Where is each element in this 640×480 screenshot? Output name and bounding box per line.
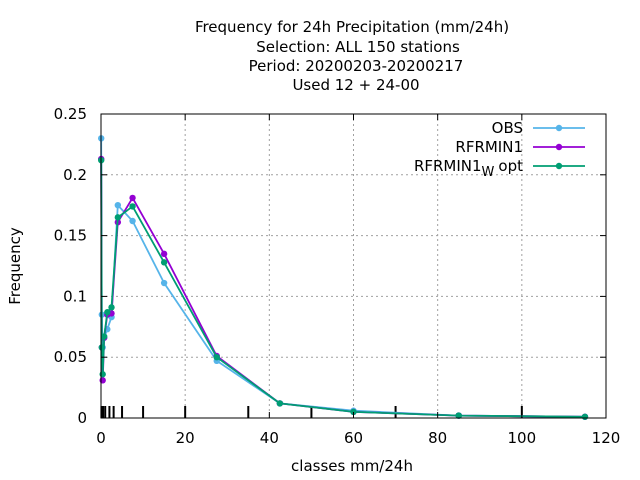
x-axis-label: classes mm/24h — [291, 457, 413, 475]
grid — [101, 114, 606, 418]
data-point — [99, 371, 106, 378]
data-point — [160, 250, 168, 258]
legend-marker — [555, 124, 563, 132]
x-tick-label: 80 — [428, 429, 447, 447]
series-layer — [98, 135, 589, 420]
legend-marker — [555, 162, 563, 170]
y-tick-label: 0.15 — [54, 227, 87, 245]
y-tick-label: 0.2 — [63, 166, 87, 184]
chart-title: Frequency for 24h Precipitation (mm/24h)… — [195, 18, 509, 94]
y-tick-label: 0.05 — [54, 348, 87, 366]
x-tick-label: 40 — [260, 429, 279, 447]
data-point — [99, 377, 106, 384]
legend: OBS RFRMIN1 RFRMIN1W opt — [414, 119, 585, 180]
data-point — [104, 309, 111, 316]
data-point — [114, 214, 122, 221]
title-line-1: Frequency for 24h Precipitation (mm/24h) — [195, 18, 509, 36]
data-point — [129, 194, 136, 202]
title-line-3: Period: 20200203-20200217 — [249, 57, 464, 75]
data-point — [455, 412, 462, 419]
data-point — [100, 333, 108, 340]
y-axis-label: Frequency — [6, 227, 24, 305]
series-line — [100, 158, 586, 418]
series-line — [100, 160, 586, 418]
data-point — [276, 400, 284, 407]
data-point — [160, 279, 168, 287]
x-tick-label: 20 — [176, 429, 195, 447]
x-tick-label: 100 — [508, 429, 537, 447]
legend-label-obs: OBS — [492, 119, 523, 137]
x-tick-label: 0 — [96, 429, 106, 447]
legend-entry-rfrmin1w-opt: RFRMIN1W opt — [414, 157, 585, 180]
data-point — [108, 304, 115, 311]
title-line-2: Selection: ALL 150 stations — [256, 38, 460, 56]
y-tick-label: 0.1 — [63, 287, 87, 305]
data-point — [114, 202, 122, 209]
data-point — [350, 408, 357, 416]
y-axis-ticks: 0 0.05 0.1 0.15 0.2 0.25 — [54, 105, 606, 427]
y-tick-label: 0.25 — [54, 105, 87, 123]
legend-entry-rfrmin1: RFRMIN1 — [455, 138, 585, 156]
x-tick-label: 60 — [344, 429, 363, 447]
x-axis-ticks: 0 20 40 60 80 100 120 — [96, 114, 620, 447]
legend-label-suffix: opt — [498, 157, 523, 175]
series-1 — [98, 155, 589, 420]
title-line-4: Used 12 + 24-00 — [292, 76, 419, 94]
data-point — [160, 259, 168, 266]
x-tick-label: 120 — [592, 429, 621, 447]
data-point — [129, 203, 136, 210]
legend-label-rfrmin1w-opt: RFRMIN1W opt — [414, 157, 523, 180]
data-point — [129, 217, 136, 225]
data-point — [98, 344, 106, 351]
data-point — [213, 354, 220, 361]
series-2 — [98, 157, 589, 420]
legend-label-rfrmin1: RFRMIN1 — [455, 138, 523, 156]
legend-entry-obs: OBS — [492, 119, 585, 137]
series-line — [100, 138, 586, 418]
y-tick-label: 0 — [77, 409, 87, 427]
legend-label-base: RFRMIN1 — [414, 157, 482, 175]
data-point — [581, 413, 589, 420]
legend-marker — [555, 143, 563, 151]
legend-label-subscript: W — [482, 165, 495, 180]
